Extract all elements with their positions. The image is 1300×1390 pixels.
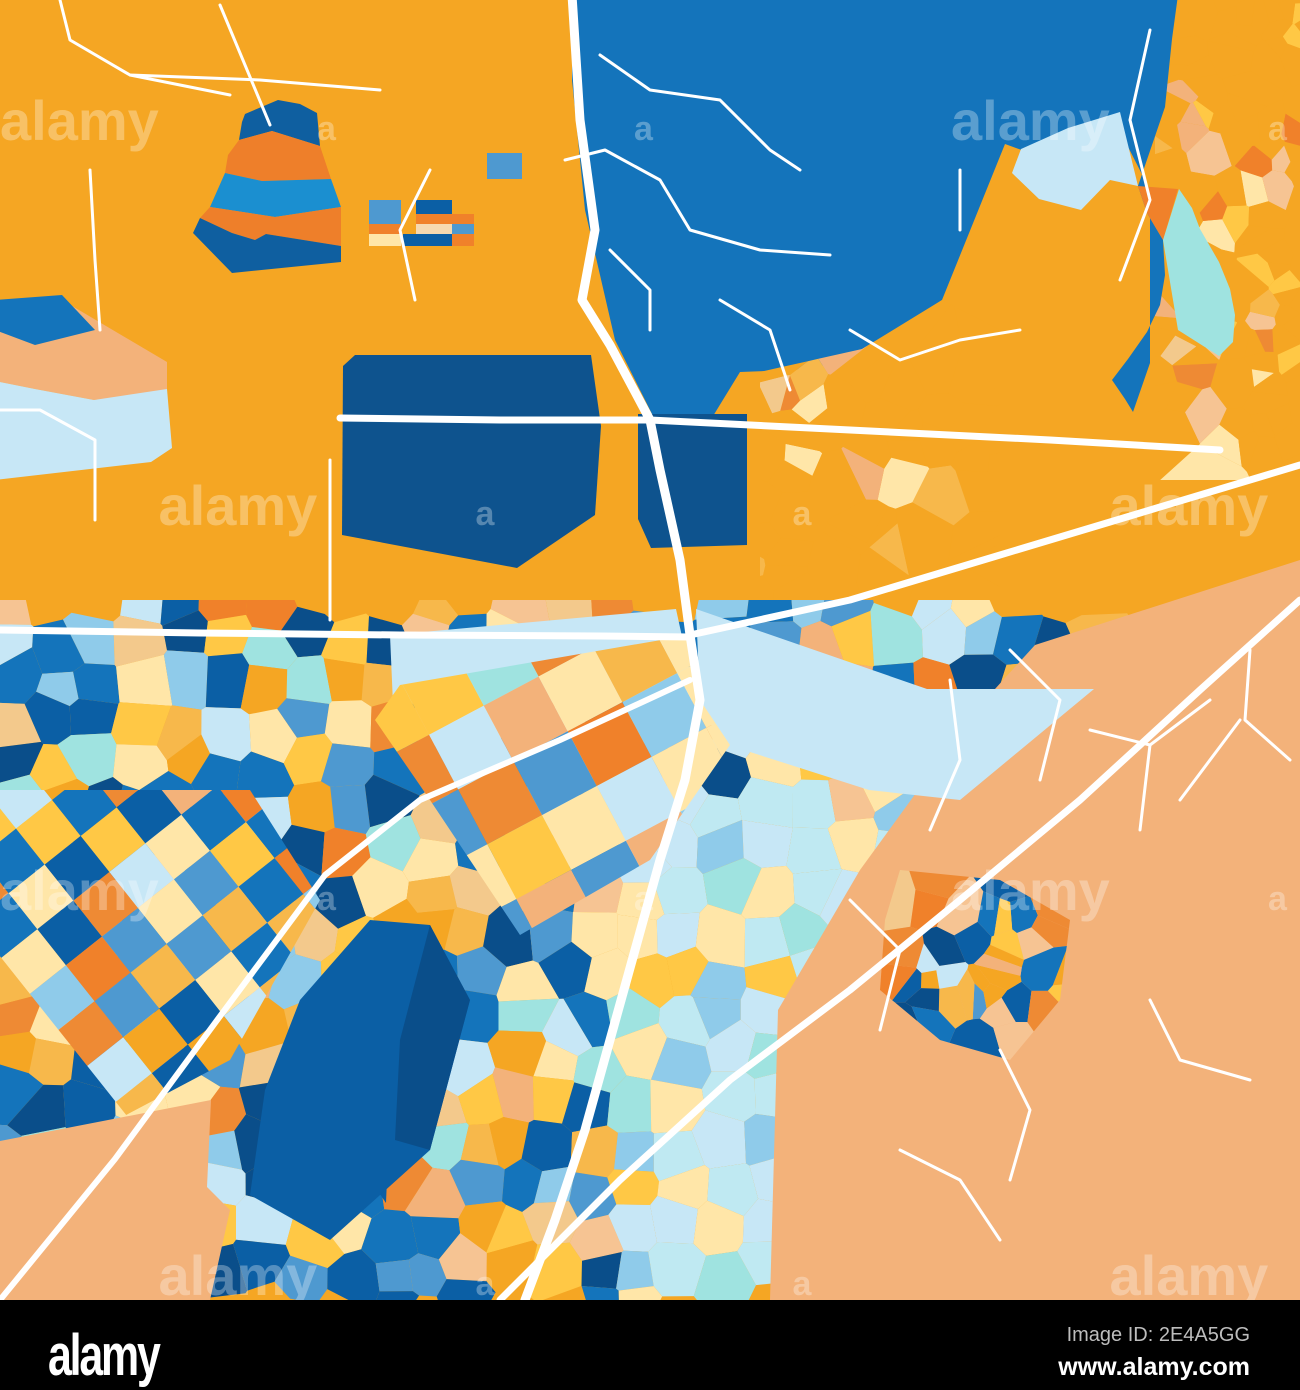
svg-text:alamy: alamy bbox=[159, 474, 318, 537]
svg-text:alamy: alamy bbox=[1110, 474, 1269, 537]
svg-text:a: a bbox=[793, 1265, 813, 1300]
svg-text:alamy: alamy bbox=[159, 1244, 318, 1300]
svg-text:a: a bbox=[1268, 880, 1288, 918]
svg-text:a: a bbox=[317, 880, 337, 918]
svg-text:a: a bbox=[634, 110, 654, 148]
svg-text:a: a bbox=[476, 1265, 496, 1300]
svg-text:alamy: alamy bbox=[48, 1323, 161, 1388]
svg-text:alamy: alamy bbox=[951, 89, 1110, 152]
svg-text:a: a bbox=[476, 495, 496, 533]
svg-text:a: a bbox=[317, 110, 337, 148]
svg-text:alamy: alamy bbox=[0, 859, 159, 922]
svg-text:a: a bbox=[793, 495, 813, 533]
svg-text:alamy: alamy bbox=[0, 89, 159, 152]
svg-text:alamy: alamy bbox=[1110, 1244, 1269, 1300]
svg-text:alamy: alamy bbox=[951, 859, 1110, 922]
svg-text:a: a bbox=[634, 880, 654, 918]
svg-text:a: a bbox=[1268, 110, 1288, 148]
